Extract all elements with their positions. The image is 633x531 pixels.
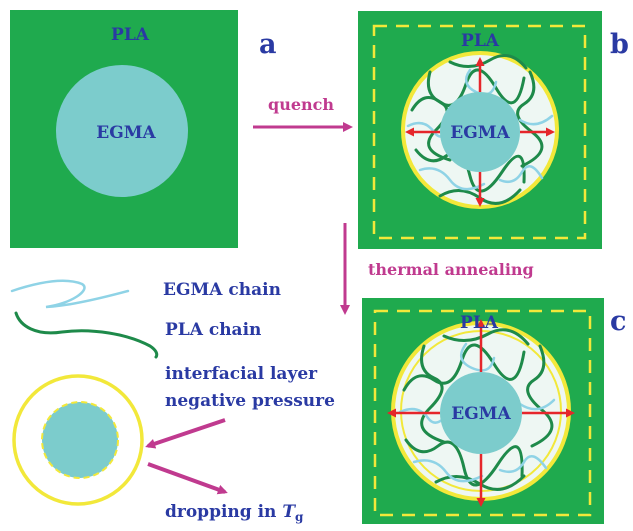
egma-domain-a <box>56 65 188 197</box>
interfacial-layer-label: interfacial layer <box>165 364 318 384</box>
legend: EGMA chain PLA chain interfacial layer n… <box>10 279 335 524</box>
negative-pressure-label: negative pressure <box>165 391 335 411</box>
egma-label-b: EGMA <box>450 123 510 143</box>
panel-letter-a: a <box>259 29 277 60</box>
quench-arrow: quench <box>253 95 353 132</box>
pla-label-c: PLA <box>460 313 499 333</box>
panel-letter-c: c <box>610 306 626 337</box>
annealing-label: thermal annealing <box>368 260 534 279</box>
egma-domain-b <box>440 92 520 172</box>
pointer-arrow-upper <box>145 418 226 449</box>
pla-label-b: PLA <box>461 31 500 51</box>
dashed-boundary-c <box>373 309 592 517</box>
dropping-tg-label: dropping in Tg <box>165 502 304 524</box>
panel-letter-b: b <box>610 29 629 60</box>
egma-chain-sample <box>10 279 130 309</box>
panel-b: PLA EGMA <box>358 11 602 249</box>
quench-label: quench <box>268 95 334 114</box>
panel-c: PLA EGMA <box>362 298 604 524</box>
panel-a: PLA EGMA <box>10 10 238 248</box>
pla-chain-sample <box>14 311 159 359</box>
annealing-arrow: thermal annealing <box>340 223 534 315</box>
red-outward-arrows-icon <box>387 319 575 507</box>
egma-domain-c <box>440 372 522 454</box>
pla-label-a: PLA <box>111 25 150 45</box>
interface-schematic-core <box>41 401 119 479</box>
pointer-arrow-lower <box>147 462 228 495</box>
red-outward-arrows-icon <box>405 57 555 207</box>
egma-label-a: EGMA <box>96 123 156 143</box>
egma-label-c: EGMA <box>451 404 511 424</box>
chain-network-b <box>406 54 554 205</box>
egma-chain-label: EGMA chain <box>163 280 281 300</box>
dashed-boundary-b <box>372 24 587 240</box>
pla-chain-label: PLA chain <box>165 320 261 340</box>
